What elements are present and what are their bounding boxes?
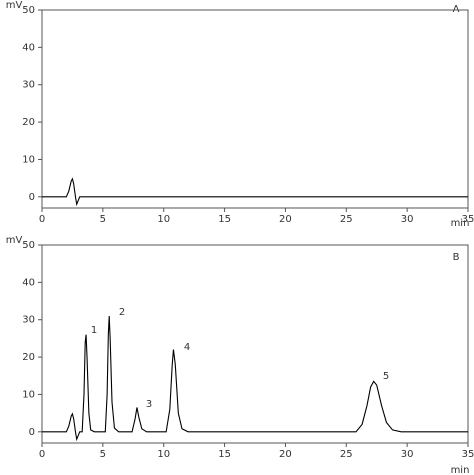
y-tick-label: 40 bbox=[22, 277, 35, 288]
x-tick-label: 0 bbox=[39, 449, 45, 460]
y-tick-label: 50 bbox=[22, 5, 35, 16]
x-axis-label: min bbox=[451, 218, 470, 229]
x-tick-label: 35 bbox=[462, 214, 474, 225]
plot-frame bbox=[41, 244, 469, 444]
x-tick-label: 0 bbox=[39, 214, 45, 225]
y-axis-label: mV bbox=[6, 0, 23, 11]
x-tick-label: 15 bbox=[218, 449, 231, 460]
y-tick-label: 30 bbox=[22, 315, 35, 326]
y-tick-label: 50 bbox=[22, 240, 35, 251]
y-tick-label: 20 bbox=[22, 117, 35, 128]
trace bbox=[42, 315, 468, 442]
x-tick-label: 5 bbox=[100, 449, 106, 460]
x-axis-label: min bbox=[451, 465, 470, 475]
y-tick-label: 0 bbox=[29, 192, 35, 203]
x-tick-label: 10 bbox=[157, 449, 170, 460]
x-tick-label: 20 bbox=[279, 449, 292, 460]
y-tick-label: 10 bbox=[22, 389, 35, 400]
peak-label: 5 bbox=[383, 371, 389, 382]
x-tick-label: 15 bbox=[218, 214, 231, 225]
y-tick-label: 0 bbox=[29, 427, 35, 438]
peak-label: 4 bbox=[184, 342, 190, 353]
x-tick-label: 25 bbox=[340, 214, 353, 225]
peak-label: 3 bbox=[146, 399, 152, 410]
panel-label: B bbox=[453, 252, 460, 263]
peak-label: 2 bbox=[119, 307, 125, 318]
y-tick-label: 20 bbox=[22, 352, 35, 363]
y-tick-label: 40 bbox=[22, 42, 35, 53]
trace bbox=[42, 177, 468, 207]
x-tick-label: 35 bbox=[462, 449, 474, 460]
peak-label: 1 bbox=[91, 325, 97, 336]
y-tick-label: 30 bbox=[22, 80, 35, 91]
plot-frame bbox=[41, 9, 469, 209]
y-tick-label: 10 bbox=[22, 154, 35, 165]
x-tick-label: 5 bbox=[100, 214, 106, 225]
x-tick-label: 30 bbox=[401, 449, 414, 460]
y-axis-label: mV bbox=[6, 235, 23, 246]
x-tick-label: 30 bbox=[401, 214, 414, 225]
x-tick-label: 25 bbox=[340, 449, 353, 460]
x-tick-label: 20 bbox=[279, 214, 292, 225]
x-tick-label: 10 bbox=[157, 214, 170, 225]
